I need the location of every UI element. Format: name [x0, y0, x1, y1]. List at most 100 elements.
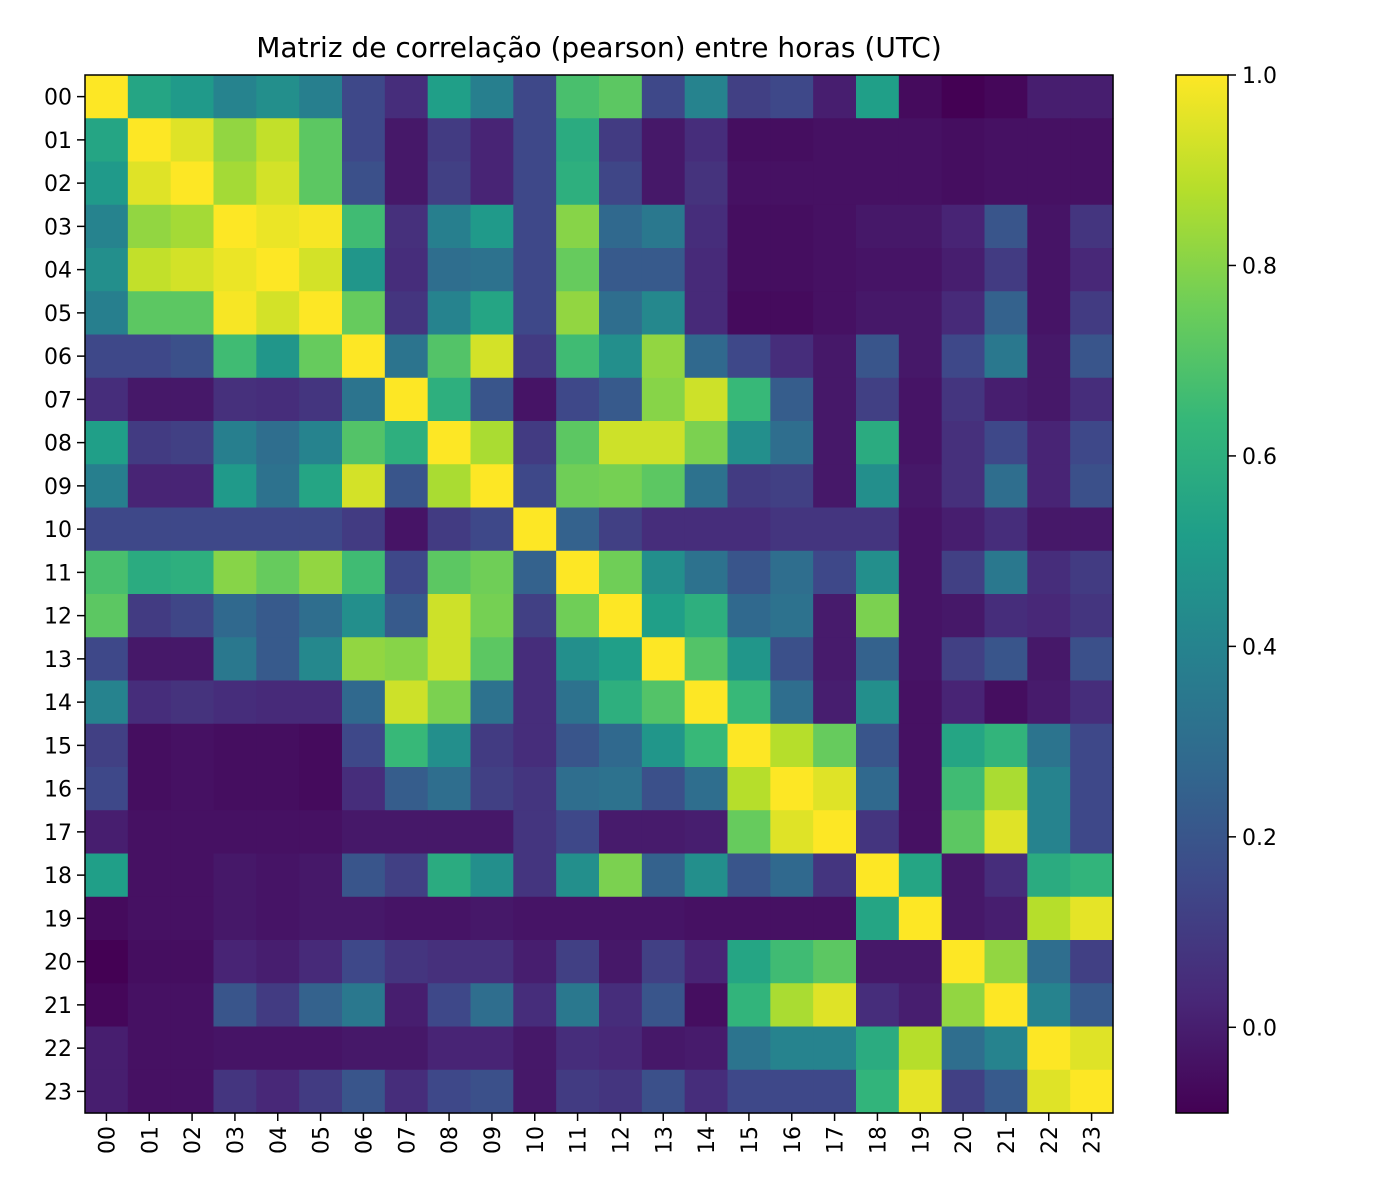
heatmap-cell-04-14 [684, 248, 729, 292]
heatmap-cell-15-13 [641, 723, 686, 768]
heatmap-cell-12-13 [641, 594, 686, 638]
heatmap-cell-11-18 [856, 550, 900, 595]
heatmap-cell-04-15 [727, 248, 771, 292]
x-tick-label-01: 01 [138, 1126, 163, 1154]
heatmap-cell-12-05 [299, 594, 343, 638]
heatmap-cell-15-08 [427, 723, 472, 768]
heatmap-cell-11-03 [213, 550, 257, 595]
heatmap-cell-05-13 [641, 291, 686, 336]
heatmap-cell-04-17 [813, 248, 857, 292]
heatmap-cell-11-05 [299, 550, 343, 595]
heatmap-cell-04-11 [556, 248, 600, 292]
x-tick-label-19: 19 [909, 1126, 934, 1154]
heatmap-cell-08-03 [213, 421, 257, 465]
heatmap-cell-15-09 [470, 723, 514, 768]
heatmap-cell-23-17 [813, 1069, 857, 1114]
heatmap-cell-09-07 [384, 464, 429, 509]
heatmap-cell-21-13 [641, 983, 686, 1028]
heatmap-cell-20-06 [342, 940, 386, 984]
heatmap-cell-06-00 [85, 334, 129, 379]
heatmap-cell-18-00 [85, 853, 129, 898]
heatmap-cell-13-02 [170, 637, 215, 682]
y-tick-label-18: 18 [44, 864, 72, 889]
x-tick-label-21: 21 [995, 1126, 1020, 1154]
heatmap-cell-03-04 [256, 204, 300, 249]
heatmap-cell-21-09 [470, 983, 514, 1028]
heatmap-cell-11-20 [941, 550, 986, 595]
colorbar-gradient [1175, 74, 1229, 1114]
y-tick-label-17: 17 [44, 821, 72, 846]
heatmap-cell-23-15 [727, 1069, 771, 1114]
heatmap-cell-11-00 [85, 550, 129, 595]
heatmap-cell-21-01 [127, 983, 172, 1028]
heatmap-cell-03-14 [684, 204, 729, 249]
y-tick-label-22: 22 [44, 1037, 72, 1062]
x-tick-label-10: 10 [524, 1126, 549, 1154]
heatmap-cell-02-01 [127, 161, 172, 206]
heatmap-cell-12-17 [813, 594, 857, 638]
heatmap-cell-14-20 [941, 680, 986, 725]
heatmap-cell-12-12 [599, 594, 643, 638]
heatmap-cell-20-08 [427, 940, 472, 984]
heatmap-cell-14-18 [856, 680, 900, 725]
heatmap-cell-01-14 [684, 118, 729, 163]
heatmap-cell-23-18 [856, 1069, 900, 1114]
heatmap-cell-08-14 [684, 421, 729, 465]
heatmap-cell-20-00 [85, 940, 129, 984]
heatmap-cell-08-07 [384, 421, 429, 465]
heatmap-cell-20-10 [513, 940, 557, 984]
heatmap-cell-18-17 [813, 853, 857, 898]
heatmap-cell-12-22 [1027, 594, 1071, 638]
heatmap-cell-00-17 [813, 75, 857, 119]
colorbar-tick-label: 0.2 [1242, 826, 1277, 851]
y-tick-label-14: 14 [44, 691, 72, 716]
heatmap-cell-22-05 [299, 1026, 343, 1071]
heatmap-cell-02-10 [513, 161, 557, 206]
heatmap-cell-17-22 [1027, 810, 1071, 855]
heatmap-cell-08-08 [427, 421, 472, 465]
heatmap-cell-04-18 [856, 248, 900, 292]
heatmap-cell-17-11 [556, 810, 600, 855]
heatmap-cell-13-08 [427, 637, 472, 682]
heatmap-cell-23-03 [213, 1069, 257, 1114]
heatmap-cell-22-06 [342, 1026, 386, 1071]
heatmap-cell-09-08 [427, 464, 472, 509]
heatmap-cell-16-10 [513, 767, 557, 811]
heatmap-cell-03-02 [170, 204, 215, 249]
heatmap-cell-22-18 [856, 1026, 900, 1071]
heatmap-cell-06-06 [342, 334, 386, 379]
heatmap-cell-11-14 [684, 550, 729, 595]
heatmap-cell-00-06 [342, 75, 386, 119]
heatmap-cell-23-23 [1070, 1069, 1114, 1114]
heatmap-cell-02-13 [641, 161, 686, 206]
heatmap-cell-15-03 [213, 723, 257, 768]
heatmap-cell-15-02 [170, 723, 215, 768]
heatmap-cell-18-07 [384, 853, 429, 898]
heatmap-cell-12-19 [898, 594, 943, 638]
heatmap-cell-06-17 [813, 334, 857, 379]
y-tick-label-05: 05 [44, 302, 72, 327]
heatmap-cell-23-02 [170, 1069, 215, 1114]
heatmap-cell-09-16 [770, 464, 814, 509]
heatmap-cell-21-22 [1027, 983, 1071, 1028]
heatmap-cell-17-16 [770, 810, 814, 855]
heatmap-cell-23-00 [85, 1069, 129, 1114]
heatmap-cell-03-16 [770, 204, 814, 249]
heatmap-cell-20-17 [813, 940, 857, 984]
heatmap-cell-10-05 [299, 507, 343, 552]
heatmap-cell-13-12 [599, 637, 643, 682]
heatmap-cell-23-22 [1027, 1069, 1071, 1114]
heatmap-cell-19-22 [1027, 896, 1071, 941]
heatmap-cell-12-01 [127, 594, 172, 638]
heatmap-cell-01-00 [85, 118, 129, 163]
heatmap-cell-01-21 [984, 118, 1028, 163]
heatmap-cell-19-09 [470, 896, 514, 941]
y-tick-label-07: 07 [44, 388, 72, 413]
heatmap-cell-14-22 [1027, 680, 1071, 725]
colorbar: 0.0 0.2 0.4 0.6 0.8 1.0 [1175, 64, 1277, 1114]
heatmap-cell-00-12 [599, 75, 643, 119]
heatmap-cell-00-01 [127, 75, 172, 119]
heatmap-cell-13-04 [256, 637, 300, 682]
heatmap-cell-11-22 [1027, 550, 1071, 595]
heatmap-cell-10-14 [684, 507, 729, 552]
